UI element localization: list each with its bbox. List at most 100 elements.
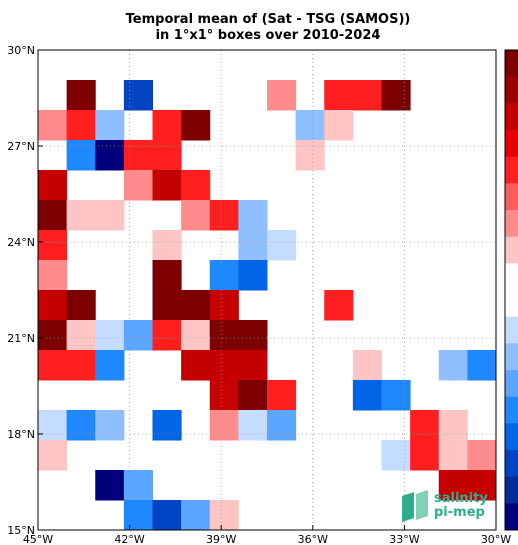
grid-cell — [209, 320, 239, 351]
grid-cell — [209, 350, 239, 381]
grid-cell — [66, 350, 96, 381]
grid-cell — [38, 230, 68, 261]
grid-cell — [238, 200, 268, 231]
grid-cell — [381, 440, 411, 471]
grid-cell — [95, 110, 125, 141]
grid-cell — [66, 320, 96, 351]
grid-cell — [152, 140, 182, 171]
grid-cell — [38, 440, 68, 471]
grid-cell — [352, 80, 382, 111]
grid-cell — [467, 350, 497, 381]
grid-cell — [123, 80, 153, 111]
grid-cell — [66, 110, 96, 141]
grid-cell — [152, 320, 182, 351]
grid-cell — [209, 200, 239, 231]
grid-cell — [95, 140, 125, 171]
colorbar-segment — [505, 236, 518, 264]
colorbar-segment — [505, 370, 518, 398]
grid-cell — [152, 170, 182, 201]
grid-cell — [181, 200, 211, 231]
grid-cell — [381, 380, 411, 411]
logo-icon — [402, 490, 428, 522]
colorbar-segment — [505, 76, 518, 104]
latitude-ticks: 30°N 27°N 24°N 21°N 18°N 15°N — [7, 44, 43, 537]
lat-tick-label: 21°N — [7, 332, 35, 345]
colorbar-segment — [505, 103, 518, 131]
grid-cell — [267, 380, 297, 411]
colorbar-segment — [505, 210, 518, 238]
grid-cell — [267, 80, 297, 111]
grid-cell — [66, 410, 96, 441]
grid-cell — [181, 500, 211, 531]
grid-cell — [123, 140, 153, 171]
grid-cell — [352, 350, 382, 381]
colorbar-segment — [505, 423, 518, 451]
grid-cell — [324, 80, 354, 111]
grid-cell — [267, 410, 297, 441]
grid-cell — [152, 260, 182, 291]
grid-cells — [38, 80, 497, 531]
grid-cell — [181, 320, 211, 351]
grid-cell — [438, 410, 468, 441]
colorbar-frame — [504, 49, 518, 531]
grid-cell — [123, 500, 153, 531]
grid-cell — [38, 410, 68, 441]
colorbar — [504, 49, 518, 531]
grid-cell — [152, 230, 182, 261]
lon-tick-label: 45°W — [23, 533, 53, 545]
grid-cell — [438, 350, 468, 381]
grid-cell — [95, 320, 125, 351]
longitude-ticks: 45°W 42°W 39°W 36°W 33°W 30°W — [23, 525, 511, 545]
lat-tick-label: 27°N — [7, 140, 35, 153]
colorbar-segment — [505, 290, 518, 318]
grid-cell — [381, 80, 411, 111]
grid-cell — [352, 380, 382, 411]
lat-tick-label: 15°N — [7, 524, 35, 537]
grid-cell — [295, 140, 325, 171]
grid-cell — [38, 200, 68, 231]
grid-cell — [181, 350, 211, 381]
colorbar-segment — [505, 503, 518, 531]
colorbar-segment — [505, 396, 518, 424]
colorbar-segment — [505, 183, 518, 211]
lon-tick-label: 39°W — [206, 533, 236, 545]
grid-cell — [238, 230, 268, 261]
grid-cell — [209, 290, 239, 321]
grid-cell — [152, 500, 182, 531]
colorbar-segment — [505, 450, 518, 478]
grid-cell — [95, 200, 125, 231]
grid-cell — [238, 320, 268, 351]
grid-cell — [38, 290, 68, 321]
grid-cell — [410, 410, 440, 441]
grid-cell — [438, 440, 468, 471]
map-title-line-1: Temporal mean of (Sat - TSG (SAMOS)) — [125, 12, 411, 27]
grid-cell — [123, 470, 153, 501]
lat-tick-label: 30°N — [7, 44, 35, 57]
grid-cell — [238, 350, 268, 381]
grid-cell — [181, 290, 211, 321]
salinity-pi-mep-logo: salinity pi-mep — [400, 488, 500, 524]
lon-tick-label: 30°W — [481, 533, 511, 545]
grid-cell — [181, 110, 211, 141]
grid-cell — [267, 230, 297, 261]
grid-cell — [38, 260, 68, 291]
lon-tick-label: 36°W — [298, 533, 328, 545]
grid-cell — [209, 410, 239, 441]
colorbar-segment — [505, 130, 518, 158]
colorbar-segment — [505, 263, 518, 291]
grid-cell — [38, 350, 68, 381]
map-frame — [37, 49, 497, 531]
grid-cell — [95, 410, 125, 441]
grid-cell — [324, 290, 354, 321]
colorbar-segment — [505, 316, 518, 344]
grid-cell — [209, 380, 239, 411]
grid-cell — [181, 170, 211, 201]
grid-cell — [324, 110, 354, 141]
grid-cell — [95, 350, 125, 381]
grid-cell — [152, 290, 182, 321]
lat-tick-label: 24°N — [7, 236, 35, 249]
grid-cell — [209, 260, 239, 291]
grid-cell — [66, 140, 96, 171]
colorbar-segment — [505, 50, 518, 78]
